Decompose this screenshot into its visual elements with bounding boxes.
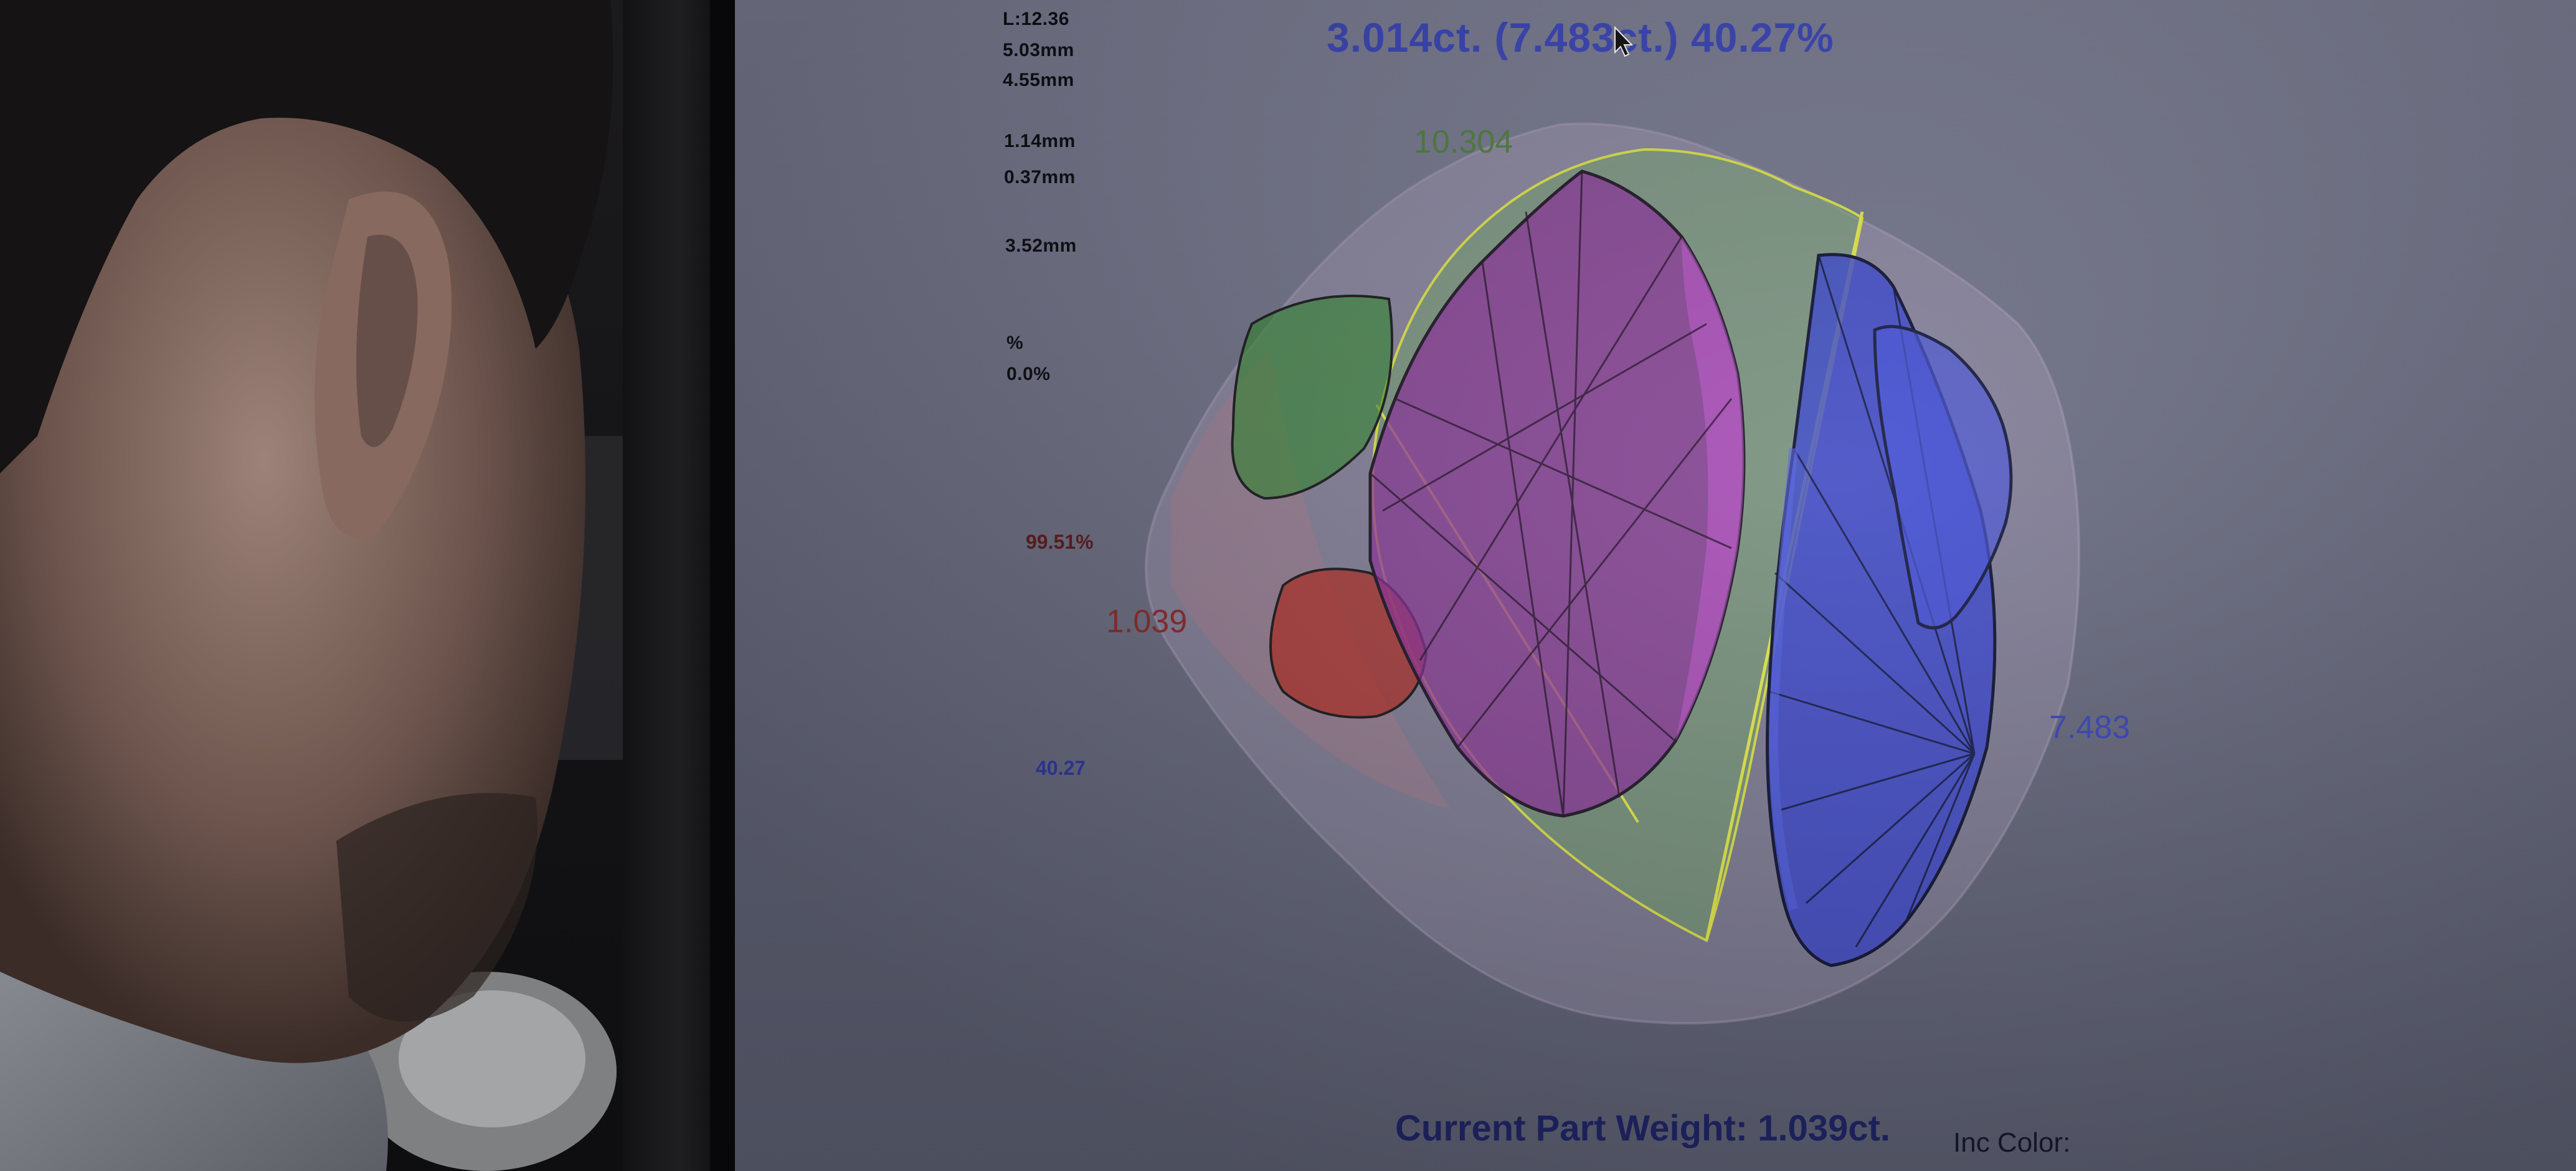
red-part-weight-label: 1.039 xyxy=(1106,604,1188,640)
inc-color-label: Inc Color: xyxy=(1953,1127,2071,1158)
mouse-cursor xyxy=(1614,26,1634,57)
current-part-weight: Current Part Weight: 1.039ct. xyxy=(1395,1108,1891,1149)
rough-stone-3d-view[interactable] xyxy=(735,0,2576,1171)
percent-value: 0.0% xyxy=(1006,364,1051,384)
table-value: 3.52mm xyxy=(1005,235,1077,256)
red-percent-stat: 99.51% xyxy=(1026,531,1094,553)
blue-part-weight-label: 7.483 xyxy=(2049,709,2131,746)
length-value: L:12.36 xyxy=(1003,9,1069,29)
culet-value: 0.37mm xyxy=(1004,167,1076,187)
girdle-value: 1.14mm xyxy=(1004,131,1076,151)
gem-planning-screen: L:12.36 5.03mm 4.55mm 1.14mm 0.37mm 3.52… xyxy=(735,0,2576,1171)
blue-value-stat: 40.27 xyxy=(1036,757,1086,779)
yield-headline: 3.014ct. (7.483ct.) 40.27% xyxy=(1327,14,1834,60)
depth-value: 4.55mm xyxy=(1003,70,1074,90)
small-green-stone xyxy=(1231,295,1393,500)
purple-stone xyxy=(1368,169,1746,818)
width-value: 5.03mm xyxy=(1003,40,1074,60)
green-part-weight-label: 10.304 xyxy=(1414,124,1513,160)
photo-foreground xyxy=(0,0,735,1171)
blue-stone-small xyxy=(1873,325,2013,630)
percent-label: % xyxy=(1006,333,1024,353)
